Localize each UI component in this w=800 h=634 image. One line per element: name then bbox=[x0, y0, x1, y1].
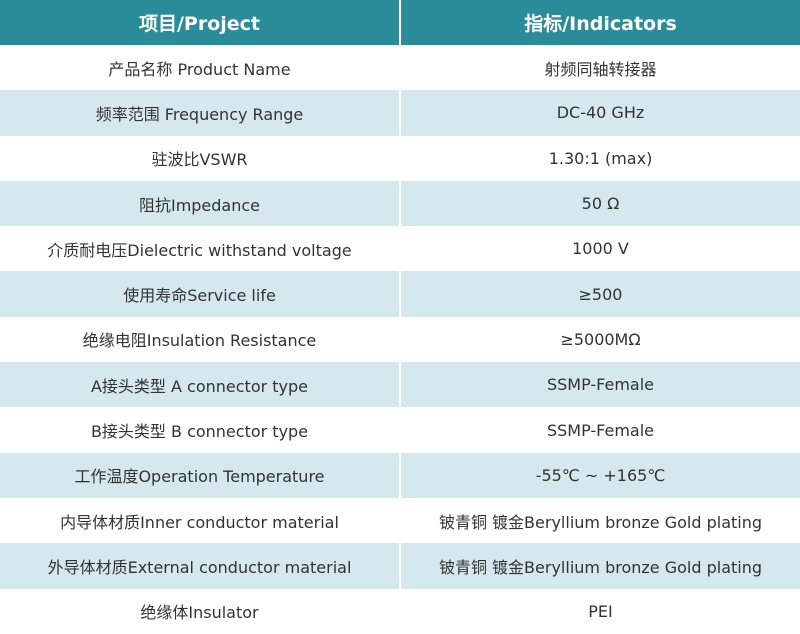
table-body: 产品名称 Product Name 射频同轴转接器 频率范围 Frequency R… bbox=[0, 45, 800, 634]
table-row: 工作温度Operation Temperature -55℃ ~ +165℃ bbox=[0, 452, 800, 498]
indicator-cell: 铍青铜 镀金Beryllium bronze Gold plating bbox=[399, 543, 800, 589]
project-cell: 绝缘电阻Insulation Resistance bbox=[0, 316, 401, 363]
indicator-cell: 1000 V bbox=[399, 226, 800, 272]
project-cell: A接头类型 A connector type bbox=[0, 362, 401, 408]
project-cell: 驻波比VSWR bbox=[0, 135, 401, 181]
header-cell: 项目/Project bbox=[0, 0, 401, 45]
indicator-cell: 50 Ω bbox=[399, 180, 800, 227]
indicator-cell: 铍青铜 镀金Beryllium bronze Gold plating bbox=[399, 497, 800, 544]
indicator-cell: PEI bbox=[399, 588, 800, 634]
table-row: 内导体材质Inner conductor material 铍青铜 镀金Beryl… bbox=[0, 497, 800, 544]
table-row: B接头类型 B connector type SSMP-Female bbox=[0, 407, 800, 453]
table-row: 驻波比VSWR 1.30:1 (max) bbox=[0, 135, 800, 181]
table-row: 阻抗Impedance 50 Ω bbox=[0, 180, 800, 227]
indicator-cell: SSMP-Female bbox=[399, 362, 800, 408]
project-cell: 工作温度Operation Temperature bbox=[0, 452, 401, 498]
project-cell: 频率范围 Frequency Range bbox=[0, 90, 401, 136]
header-cell: 指标/Indicators bbox=[399, 0, 800, 45]
project-cell: B接头类型 B connector type bbox=[0, 407, 401, 453]
indicator-cell: ≥500 bbox=[399, 271, 800, 317]
indicator-cell: -55℃ ~ +165℃ bbox=[399, 452, 800, 498]
indicator-cell: DC-40 GHz bbox=[399, 90, 800, 136]
table-row: 外导体材质External conductor material 铍青铜 镀金Be… bbox=[0, 543, 800, 589]
project-cell: 使用寿命Service life bbox=[0, 271, 401, 317]
table-header: 项目/Project 指标/Indicators bbox=[0, 0, 800, 45]
indicator-cell: 1.30:1 (max) bbox=[399, 135, 800, 181]
project-cell: 内导体材质Inner conductor material bbox=[0, 497, 401, 544]
table-row: 绝缘体Insulator PEI bbox=[0, 588, 800, 634]
project-cell: 阻抗Impedance bbox=[0, 180, 401, 227]
table-row: 产品名称 Product Name 射频同轴转接器 bbox=[0, 45, 800, 91]
project-cell: 绝缘体Insulator bbox=[0, 588, 401, 634]
project-cell: 产品名称 Product Name bbox=[0, 45, 401, 91]
table-row: 介质耐电压Dielectric withstand voltage 1000 V bbox=[0, 226, 800, 272]
project-cell: 外导体材质External conductor material bbox=[0, 543, 401, 589]
indicator-cell: 射频同轴转接器 bbox=[399, 45, 800, 91]
table-row: 频率范围 Frequency Range DC-40 GHz bbox=[0, 90, 800, 136]
indicator-cell: SSMP-Female bbox=[399, 407, 800, 453]
indicator-cell: ≥5000MΩ bbox=[399, 316, 800, 363]
table-row: 绝缘电阻Insulation Resistance ≥5000MΩ bbox=[0, 316, 800, 363]
table-row: A接头类型 A connector type SSMP-Female bbox=[0, 362, 800, 408]
project-cell: 介质耐电压Dielectric withstand voltage bbox=[0, 226, 401, 272]
table-row: 使用寿命Service life ≥500 bbox=[0, 271, 800, 317]
header-row: 项目/Project 指标/Indicators bbox=[0, 0, 800, 45]
